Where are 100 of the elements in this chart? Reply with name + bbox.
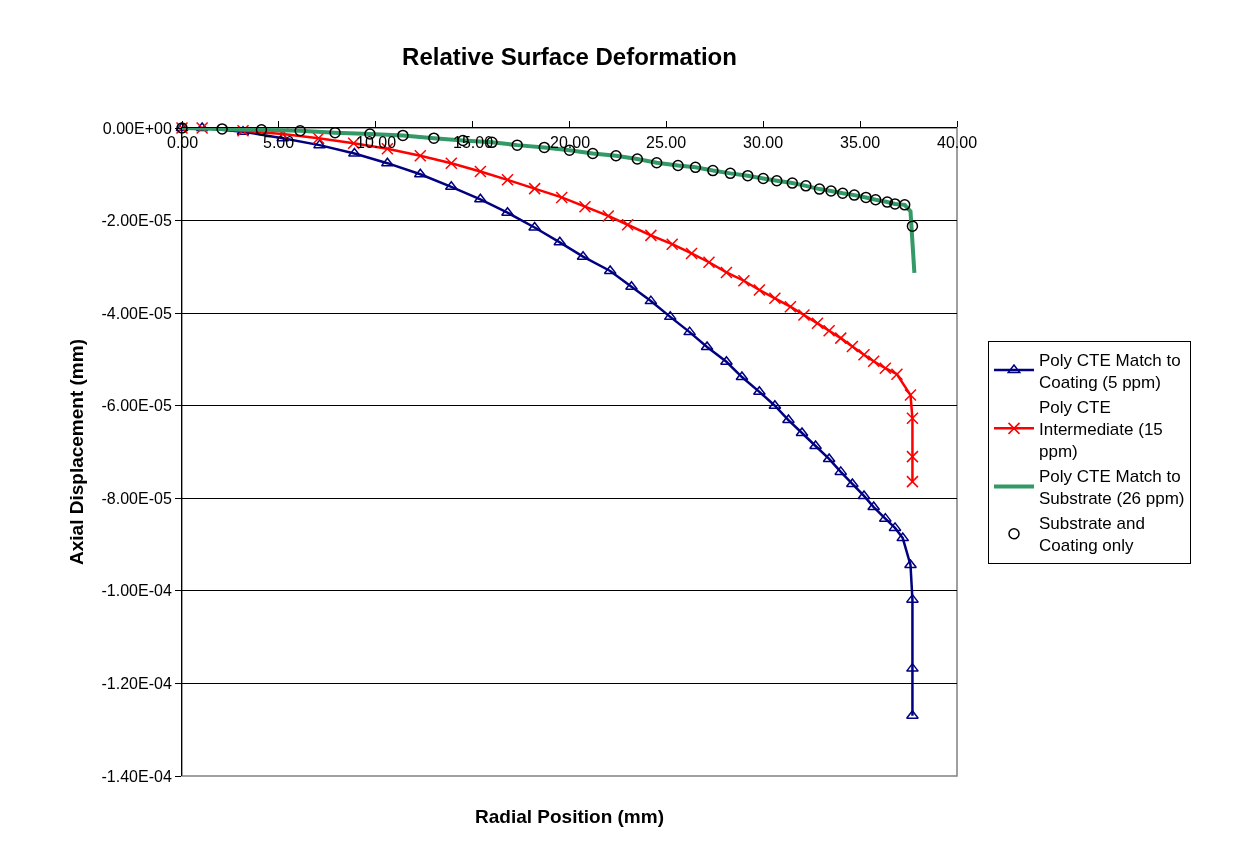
x-tick-label: 5.00 (263, 134, 295, 151)
point (822, 324, 836, 337)
x-tick-label: 15.00 (453, 134, 494, 151)
point (700, 341, 714, 351)
point (650, 156, 663, 169)
point (528, 182, 541, 195)
point (724, 167, 737, 180)
point (771, 175, 783, 187)
point (905, 662, 919, 672)
point (737, 274, 751, 287)
point (621, 218, 634, 231)
point (603, 265, 617, 275)
point (784, 300, 797, 313)
point (216, 123, 228, 135)
point (587, 147, 599, 160)
point (811, 317, 824, 330)
y-tick-label: 0.00E+00 (102, 119, 172, 137)
point (576, 250, 590, 260)
point (414, 149, 427, 163)
point (906, 220, 919, 232)
point (602, 209, 615, 223)
x-tick-label: 40.00 (937, 134, 978, 151)
point (413, 168, 427, 178)
point (610, 150, 622, 162)
point (742, 169, 754, 182)
point (879, 361, 892, 375)
point (906, 475, 919, 488)
point (825, 185, 837, 197)
y-tick-label: -1.00E-04 (101, 582, 172, 600)
chart-title: Relative Surface Deformation (402, 43, 737, 71)
legend-label: Poly CTE Match to Coating (5 ppm) (1039, 350, 1181, 392)
point (836, 187, 849, 200)
point (445, 156, 458, 170)
point (905, 593, 919, 603)
point (898, 199, 911, 211)
point (881, 196, 893, 208)
point (294, 125, 306, 137)
point (813, 183, 826, 195)
point (720, 266, 733, 279)
point (380, 157, 394, 167)
point (822, 453, 836, 463)
point (896, 532, 910, 542)
point (578, 200, 592, 213)
point (809, 440, 823, 450)
point (869, 193, 882, 206)
point (473, 193, 487, 203)
x-tick-label: 20.00 (550, 134, 591, 151)
point (846, 340, 859, 353)
y-tick-label: -6.00E-05 (101, 397, 172, 415)
point (665, 237, 679, 251)
point (685, 247, 698, 260)
point (889, 198, 901, 210)
point (752, 386, 766, 396)
point (501, 173, 514, 187)
point (702, 255, 716, 269)
point (834, 331, 847, 345)
legend-label: Substrate and Coating only (1039, 514, 1145, 556)
point (672, 159, 684, 172)
point (735, 371, 749, 381)
point (689, 161, 702, 174)
y-tick-label: -4.00E-05 (101, 304, 172, 322)
point (555, 191, 568, 204)
point (890, 367, 904, 381)
point (795, 427, 809, 437)
point (867, 501, 881, 511)
point (888, 522, 902, 532)
point (904, 388, 917, 402)
point (631, 153, 644, 165)
x-tick-label: 25.00 (646, 134, 687, 151)
point (428, 132, 440, 144)
point (753, 283, 766, 297)
point (845, 478, 859, 488)
point (719, 355, 733, 365)
point (644, 229, 658, 242)
point (553, 236, 567, 246)
point (538, 141, 551, 154)
point (768, 399, 782, 409)
point (781, 414, 795, 424)
point (848, 189, 861, 201)
point (683, 326, 697, 336)
legend-label: Poly CTE Match to Substrate (26 ppm) (1039, 467, 1185, 509)
x-tick-label: 30.00 (743, 134, 784, 151)
point (786, 177, 799, 189)
x-tick-label: 35.00 (840, 134, 881, 151)
point (867, 355, 880, 368)
point (878, 512, 892, 522)
point (312, 131, 325, 145)
y-tick-label: -1.20E-04 (101, 675, 172, 693)
x-axis-title: Radial Position (mm) (475, 806, 664, 827)
point (255, 124, 268, 136)
point (444, 181, 458, 191)
point (313, 139, 327, 149)
point (768, 292, 782, 305)
point (797, 308, 811, 322)
point (474, 165, 487, 178)
point (663, 311, 677, 321)
point (857, 490, 871, 500)
point (860, 191, 872, 204)
point (857, 348, 871, 362)
y-tick-label: -1.40E-04 (101, 767, 172, 785)
